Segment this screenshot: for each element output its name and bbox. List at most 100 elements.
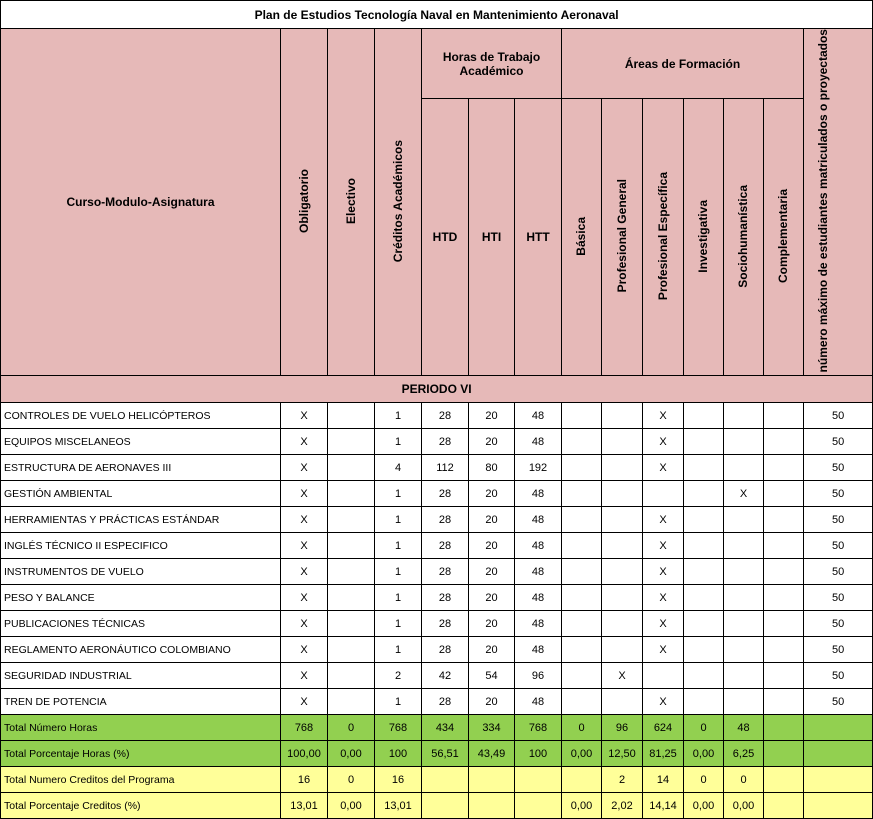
cell-htd: 28	[421, 506, 469, 534]
cell-hti: 80	[468, 454, 515, 482]
cell-ob: X	[280, 662, 328, 690]
table-row: INSTRUMENTOS DE VUELO X 1 28 20 48 X 50	[0, 558, 873, 586]
cell-pg	[601, 454, 643, 482]
header-horas-group: Horas de Trabajo Académico	[421, 27, 562, 100]
cell-max: 50	[802, 610, 873, 638]
cell-htt: 48	[514, 402, 562, 430]
cell-so: X	[723, 480, 764, 508]
cell-ba	[561, 454, 602, 482]
cell-ob: X	[280, 558, 328, 586]
cell-hti: 54	[468, 662, 515, 690]
header-basica: Básica	[561, 98, 602, 377]
cell-name: CONTROLES DE VUELO HELICÓPTEROS	[0, 402, 281, 430]
table-row: INGLÉS TÉCNICO II ESPECIFICO X 1 28 20 48 X 50	[0, 532, 873, 560]
cell-cr: 1	[374, 636, 422, 664]
cell-hti: 20	[468, 610, 515, 638]
table-row: GESTIÓN AMBIENTAL X 1 28 20 48 X 50	[0, 480, 873, 508]
cell-max: 50	[802, 506, 873, 534]
cell-hti: 43,49	[468, 740, 515, 768]
cell-htt: 48	[514, 480, 562, 508]
cell-el	[327, 584, 375, 612]
cell-name: SEGURIDAD INDUSTRIAL	[0, 662, 281, 690]
cell-co	[763, 480, 804, 508]
table-title: Plan de Estudios Tecnología Naval en Man…	[0, 0, 873, 29]
cell-hti: 20	[468, 532, 515, 560]
table-row: REGLAMENTO AERONÁUTICO COLOMBIANO X 1 28 20 4…	[0, 636, 873, 664]
cell-name: REGLAMENTO AERONÁUTICO COLOMBIANO	[0, 636, 281, 664]
cell-in	[683, 454, 724, 482]
cell-htd: 28	[421, 402, 469, 430]
header-hti: HTI	[468, 98, 515, 377]
cell-ba	[561, 506, 602, 534]
cell-htd	[421, 792, 469, 819]
cell-hti: 20	[468, 688, 515, 716]
cell-name: Total Numero Creditos del Programa	[0, 766, 281, 794]
cell-in	[683, 506, 724, 534]
cell-so	[723, 428, 764, 456]
cell-pe: X	[642, 688, 684, 716]
cell-max: 50	[802, 584, 873, 612]
cell-so: 48	[723, 714, 764, 742]
cell-max: 50	[802, 402, 873, 430]
cell-el	[327, 662, 375, 690]
cell-hti: 20	[468, 558, 515, 586]
cell-co	[763, 714, 804, 742]
cell-pe: X	[642, 506, 684, 534]
cell-in	[683, 610, 724, 638]
cell-htd: 28	[421, 480, 469, 508]
cell-in: 0	[683, 714, 724, 742]
cell-pg: X	[601, 662, 643, 690]
table-row: CONTROLES DE VUELO HELICÓPTEROS X 1 28 20 48 X…	[0, 402, 873, 430]
cell-ba	[561, 480, 602, 508]
cell-co	[763, 532, 804, 560]
cell-pe: 81,25	[642, 740, 684, 768]
cell-name: Total Porcentaje Creditos (%)	[0, 792, 281, 819]
table-row: HERRAMIENTAS Y PRÁCTICAS ESTÁNDAR X 1 28 20 4…	[0, 506, 873, 534]
cell-el: 0	[327, 766, 375, 794]
cell-htd: 56,51	[421, 740, 469, 768]
cell-hti: 20	[468, 428, 515, 456]
cell-el	[327, 636, 375, 664]
cell-co	[763, 506, 804, 534]
cell-max: 50	[802, 454, 873, 482]
cell-pg	[601, 558, 643, 586]
cell-in	[683, 636, 724, 664]
cell-ba	[561, 766, 602, 794]
cell-htd: 112	[421, 454, 469, 482]
cell-ob: 16	[280, 766, 328, 794]
header-complementaria: Complementaria	[763, 98, 804, 377]
cell-cr: 2	[374, 662, 422, 690]
cell-cr: 1	[374, 584, 422, 612]
cell-ba	[561, 662, 602, 690]
cell-co	[763, 428, 804, 456]
cell-ba	[561, 610, 602, 638]
cell-pe: X	[642, 558, 684, 586]
cell-pg: 2	[601, 766, 643, 794]
cell-pe: X	[642, 636, 684, 664]
cell-so: 0,00	[723, 792, 764, 819]
cell-hti: 20	[468, 506, 515, 534]
header-investigativa: Investigativa	[683, 98, 724, 377]
cell-htd: 28	[421, 610, 469, 638]
cell-pg	[601, 688, 643, 716]
cell-htd	[421, 766, 469, 794]
header-areas-group: Áreas de Formación	[561, 27, 804, 100]
cell-cr: 1	[374, 428, 422, 456]
cell-ob: 100,00	[280, 740, 328, 768]
cell-name: EQUIPOS MISCELANEOS	[0, 428, 281, 456]
cell-max	[802, 766, 873, 794]
cell-el: 0,00	[327, 792, 375, 819]
cell-htt: 100	[514, 740, 562, 768]
total-row: Total Porcentaje Creditos (%) 13,01 0,00 13…	[0, 792, 873, 819]
header-max-estudiantes: número máximo de estudiantes matriculado…	[802, 27, 873, 377]
cell-htd: 28	[421, 428, 469, 456]
cell-pg: 96	[601, 714, 643, 742]
period-label: PERIODO VI	[0, 375, 873, 404]
cell-htd: 28	[421, 558, 469, 586]
cell-in	[683, 662, 724, 690]
header-htd: HTD	[421, 98, 469, 377]
cell-ba: 0,00	[561, 740, 602, 768]
cell-el	[327, 532, 375, 560]
cell-in	[683, 402, 724, 430]
cell-pe: X	[642, 532, 684, 560]
